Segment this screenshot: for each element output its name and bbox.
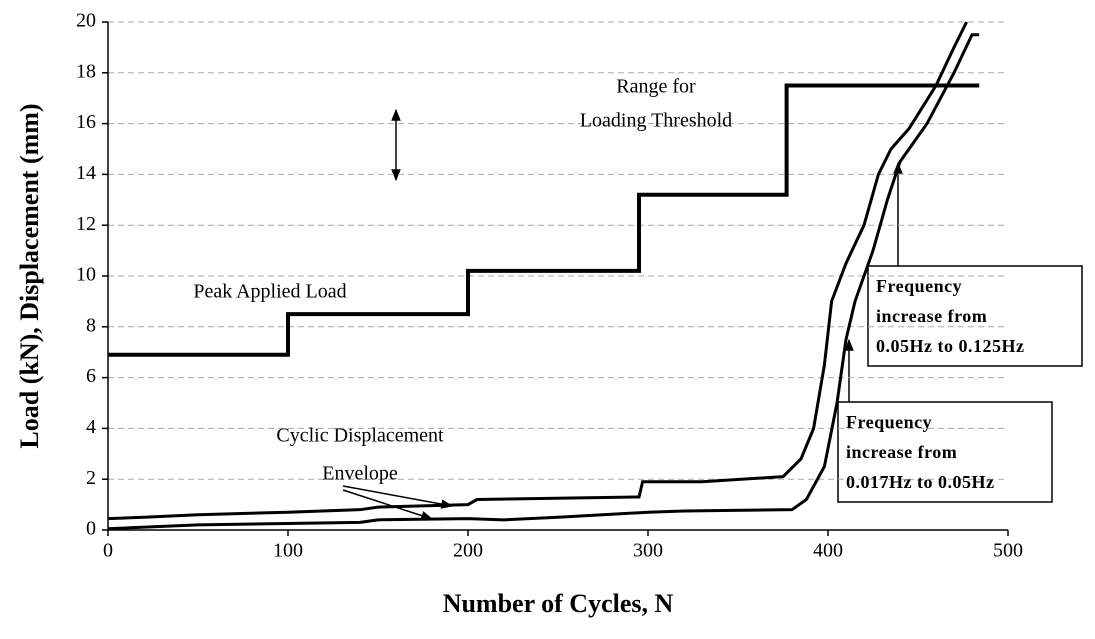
y-tick-label: 20 bbox=[76, 10, 96, 32]
x-tick-label: 100 bbox=[273, 540, 303, 562]
y-tick-label: 8 bbox=[86, 314, 96, 336]
annotation: Envelope bbox=[322, 463, 398, 485]
annotation: Cyclic Displacement bbox=[276, 425, 444, 447]
y-tick-label: 6 bbox=[86, 365, 96, 387]
y-tick-label: 14 bbox=[76, 162, 96, 184]
annotation: Range for bbox=[616, 76, 696, 98]
annotation: increase from bbox=[846, 442, 957, 462]
annotation: Loading Threshold bbox=[580, 110, 732, 132]
annotation: Peak Applied Load bbox=[193, 281, 346, 303]
x-tick-label: 0 bbox=[103, 540, 113, 562]
envelope-arrow bbox=[342, 489, 434, 521]
annotation-box bbox=[867, 265, 1083, 367]
envelope-arrow bbox=[342, 485, 454, 509]
x-axis-title: Number of Cycles, N bbox=[443, 589, 674, 618]
x-tick-label: 300 bbox=[633, 540, 663, 562]
annotation: increase from bbox=[876, 306, 987, 326]
annotation: Frequency bbox=[846, 412, 932, 432]
x-tick-label: 500 bbox=[993, 540, 1023, 562]
annotation: 0.017Hz to 0.05Hz bbox=[846, 472, 994, 492]
y-axis-title: Load (kN), Displacement (mm) bbox=[15, 103, 44, 448]
annotation: 0.05Hz to 0.125Hz bbox=[876, 336, 1024, 356]
series-line bbox=[107, 33, 980, 531]
y-tick-label: 12 bbox=[76, 213, 96, 235]
y-tick-label: 0 bbox=[86, 518, 96, 540]
annotation: Frequency bbox=[876, 276, 962, 296]
y-tick-label: 16 bbox=[76, 111, 96, 133]
y-tick-label: 2 bbox=[86, 467, 96, 489]
x-tick-label: 200 bbox=[453, 540, 483, 562]
x-tick-label: 400 bbox=[813, 540, 843, 562]
y-tick-label: 4 bbox=[86, 416, 96, 438]
series-line bbox=[108, 83, 980, 357]
y-tick-label: 10 bbox=[76, 264, 96, 286]
annotation-box bbox=[837, 401, 1053, 503]
series-line bbox=[107, 21, 968, 521]
y-tick-label: 18 bbox=[76, 60, 96, 82]
